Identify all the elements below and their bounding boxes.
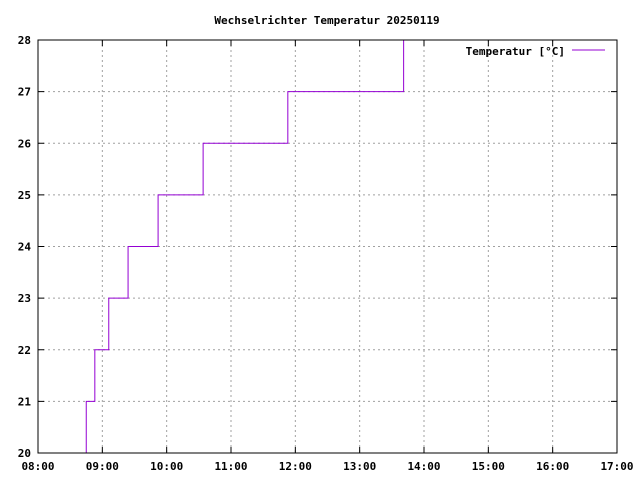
y-tick-label: 28 <box>18 34 31 47</box>
x-tick-label: 13:00 <box>343 460 376 473</box>
legend-label: Temperatur [°C] <box>466 45 565 58</box>
legend: Temperatur [°C] <box>466 45 605 58</box>
x-tick-label: 17:00 <box>600 460 633 473</box>
y-tick-label: 26 <box>18 137 32 150</box>
x-tick-label: 15:00 <box>472 460 505 473</box>
x-tick-label: 16:00 <box>536 460 569 473</box>
chart-title: Wechselrichter Temperatur 20250119 <box>214 14 439 27</box>
x-tick-label: 14:00 <box>407 460 440 473</box>
x-tick-label: 10:00 <box>150 460 183 473</box>
plot-border <box>37 39 618 454</box>
x-tick-labels: 08:00 09:00 10:00 11:00 12:00 13:00 14:00 15:00… <box>21 460 633 473</box>
y-tick-label: 21 <box>18 395 32 408</box>
y-tick-label: 23 <box>18 292 31 305</box>
y-tick-label: 25 <box>18 189 31 202</box>
y-tick-label: 20 <box>18 447 31 460</box>
y-tick-label: 24 <box>18 241 32 254</box>
x-tick-label: 09:00 <box>86 460 119 473</box>
x-tick-label: 11:00 <box>214 460 247 473</box>
x-tick-label: 08:00 <box>21 460 54 473</box>
series-line <box>84 40 405 454</box>
y-tick-labels: 20 21 22 23 24 25 26 27 28 <box>18 34 32 460</box>
y-tick-label: 22 <box>18 344 31 357</box>
y-tick-label: 27 <box>18 86 31 99</box>
grid <box>38 40 617 453</box>
x-tick-label: 12:00 <box>279 460 312 473</box>
